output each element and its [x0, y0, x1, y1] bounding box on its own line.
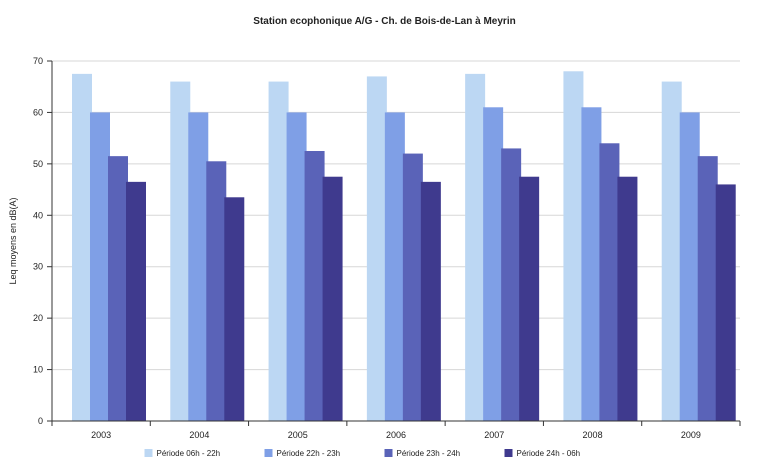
bar — [90, 112, 110, 421]
x-tick-label: 2003 — [91, 430, 111, 440]
bar — [581, 107, 602, 422]
bar — [170, 81, 191, 422]
x-axis: 2003 2004 2005 2006 2007 2008 2009 — [51, 420, 741, 440]
legend-label: Période 24h - 06h — [517, 449, 581, 458]
legend-item: Période 22h - 23h — [264, 449, 341, 458]
bar — [519, 176, 540, 421]
legend-swatch — [504, 449, 513, 457]
y-axis: 0 10 20 30 40 50 60 70 — [33, 56, 53, 426]
bar — [599, 143, 620, 422]
bar — [465, 73, 486, 421]
y-axis-label: Leq moyens en dB(A) — [8, 197, 18, 284]
legend-label: Période 06h - 22h — [157, 449, 221, 458]
y-tick-label: 40 — [33, 210, 43, 220]
bar — [126, 181, 146, 421]
y-tick-label: 60 — [33, 107, 43, 117]
bar — [286, 112, 307, 421]
bar — [304, 151, 325, 421]
x-tick-label: 2007 — [484, 430, 504, 440]
x-tick-label: 2005 — [288, 430, 308, 440]
y-tick-label: 0 — [38, 416, 43, 426]
bar — [661, 81, 682, 422]
bar — [617, 176, 638, 421]
x-tick-label: 2004 — [189, 430, 209, 440]
legend-swatch — [264, 449, 273, 457]
bar — [322, 176, 343, 421]
y-tick-label: 10 — [33, 365, 43, 375]
bar — [715, 184, 736, 421]
bar — [366, 76, 387, 421]
legend-label: Période 22h - 23h — [277, 449, 341, 458]
legend-label: Période 23h - 24h — [397, 449, 461, 458]
y-tick-label: 30 — [33, 262, 43, 272]
bars — [72, 71, 736, 422]
legend-item: Période 06h - 22h — [144, 449, 221, 458]
bar — [697, 156, 718, 421]
bar — [402, 153, 423, 422]
chart-title: Station ecophonique A/G - Ch. de Bois-de… — [253, 16, 515, 27]
bar — [72, 73, 92, 421]
legend-swatch — [144, 449, 153, 457]
bar — [563, 71, 584, 422]
x-tick-label: 2008 — [583, 430, 603, 440]
bar — [483, 107, 504, 422]
x-tick-label: 2006 — [386, 430, 406, 440]
bar — [224, 197, 245, 421]
y-tick-label: 70 — [33, 56, 43, 66]
bar — [501, 148, 522, 421]
bar — [108, 156, 128, 421]
bar — [420, 181, 441, 421]
bar — [188, 112, 209, 421]
bar — [268, 81, 289, 422]
x-tick-label: 2009 — [681, 430, 701, 440]
legend-item: Période 24h - 06h — [504, 449, 581, 458]
y-tick-label: 20 — [33, 313, 43, 323]
bar — [384, 112, 405, 421]
legend: Période 06h - 22h Période 22h - 23h Périod… — [144, 449, 581, 458]
y-tick-label: 50 — [33, 159, 43, 169]
bar — [679, 112, 700, 421]
legend-item: Période 23h - 24h — [384, 449, 461, 458]
bar — [206, 161, 227, 422]
legend-swatch — [384, 449, 393, 457]
